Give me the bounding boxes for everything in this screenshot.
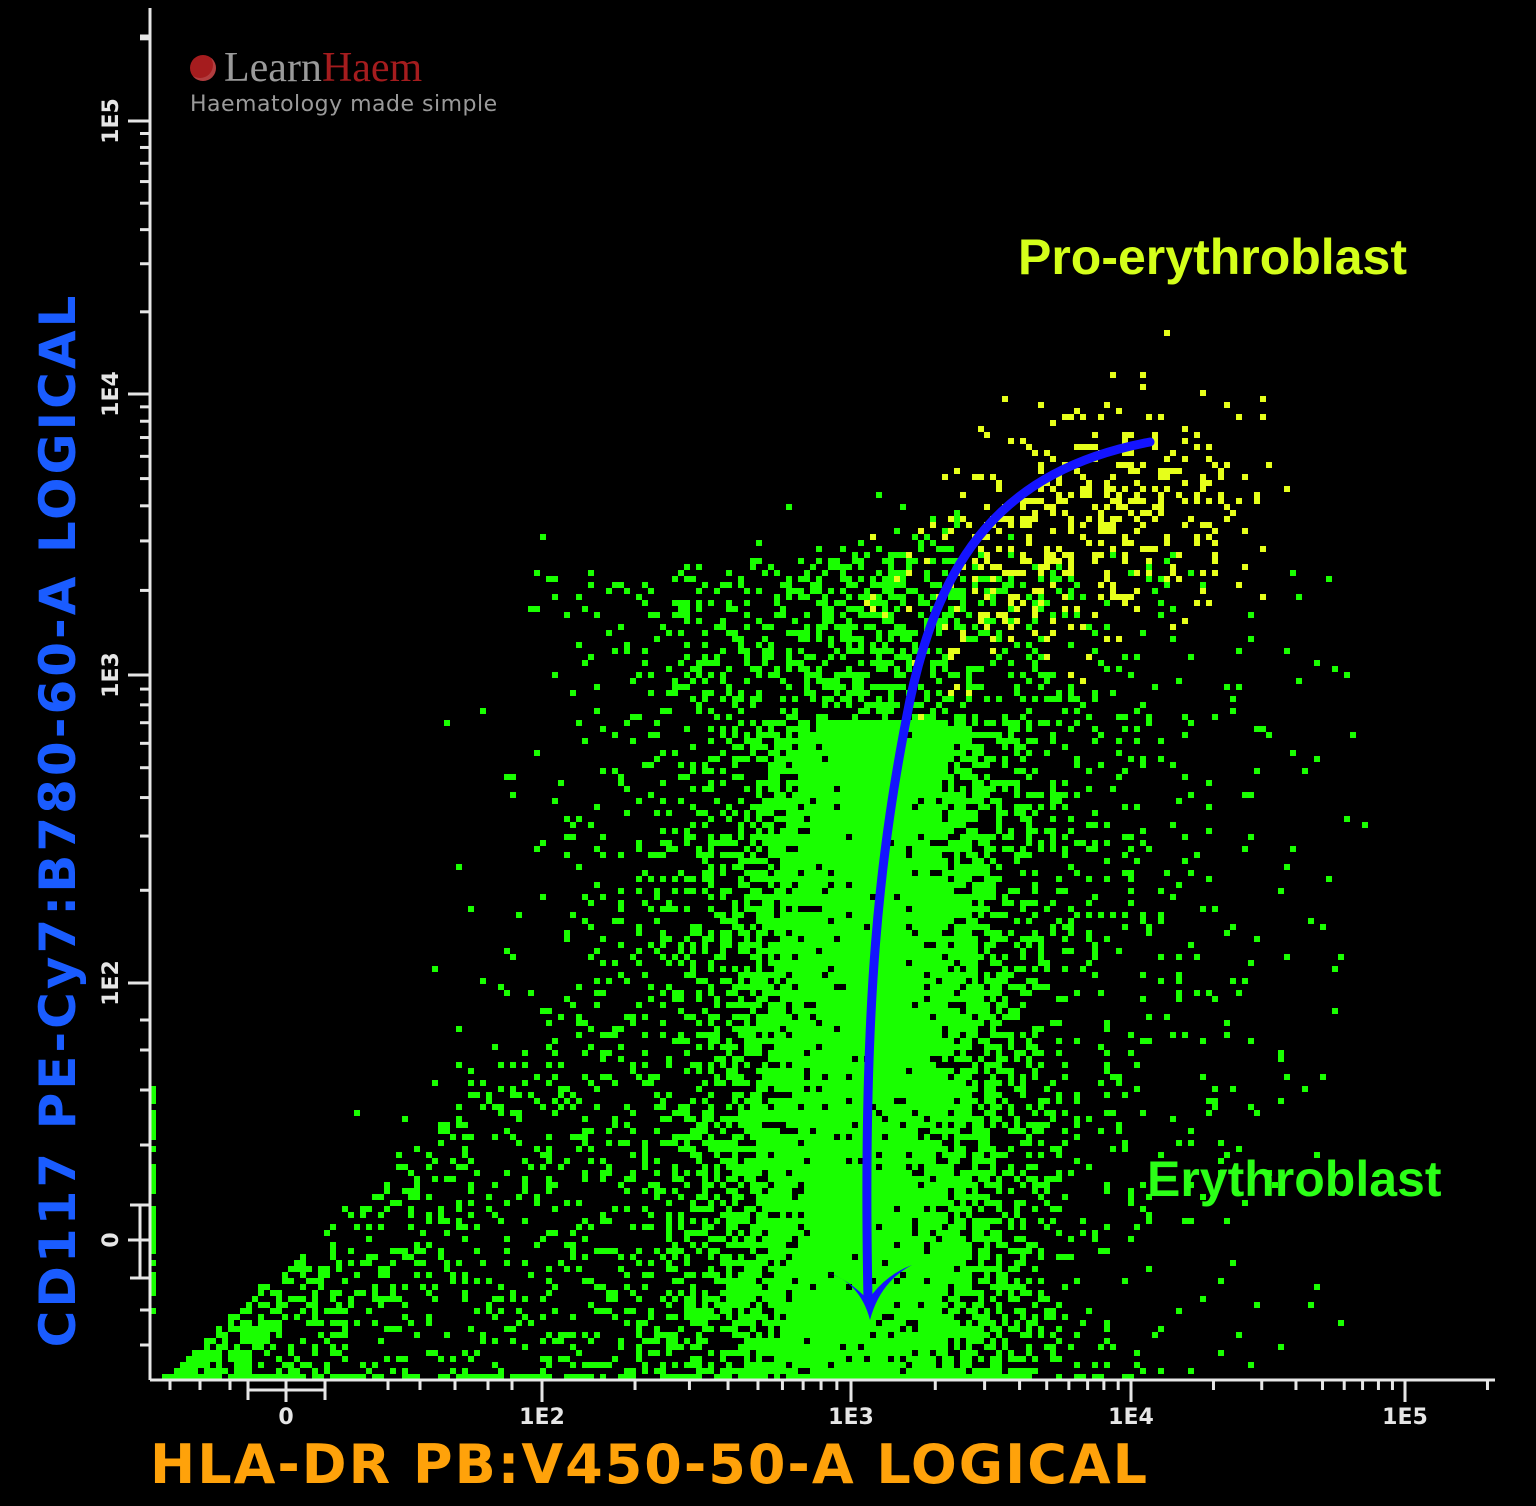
logo-brand-haem: Haem — [321, 45, 423, 91]
x-tick-label: 0 — [278, 1405, 293, 1430]
y-axis-label: CD117 PE-Cy7:B780-60-A LOGICAL — [29, 292, 87, 1348]
learnhaem-logo: Learn Haem Haematology made simple — [190, 46, 498, 117]
event-dots — [150, 330, 1368, 1380]
x-tick-label: 1E4 — [1108, 1405, 1154, 1430]
y-tick-label: 1E5 — [99, 98, 124, 144]
y-tick-label: 1E3 — [99, 652, 124, 698]
x-tick-label: 1E5 — [1382, 1405, 1428, 1430]
annotation-pro-erythroblast: Pro-erythroblast — [1018, 229, 1407, 285]
x-tick-label: 1E2 — [519, 1405, 565, 1430]
y-tick-label: 1E2 — [99, 960, 124, 1006]
annotation-erythroblast: Erythroblast — [1147, 1151, 1442, 1207]
trajectory-arrow — [826, 437, 1155, 1320]
axes — [128, 8, 1495, 1402]
y-tick-label: 0 — [99, 1232, 124, 1247]
logo-circle-icon — [190, 55, 216, 81]
y-tick-label: 1E4 — [99, 371, 124, 417]
x-axis-label: HLA-DR PB:V450-50-A LOGICAL — [150, 1433, 1150, 1496]
logo-tagline: Haematology made simple — [190, 92, 498, 117]
x-tick-label: 1E3 — [828, 1405, 874, 1430]
logo-brand-learn: Learn — [224, 45, 322, 91]
tick-labels: 0 1E2 1E3 1E4 1E5 1E5 1E4 1E3 1E2 0 — [99, 98, 1428, 1430]
